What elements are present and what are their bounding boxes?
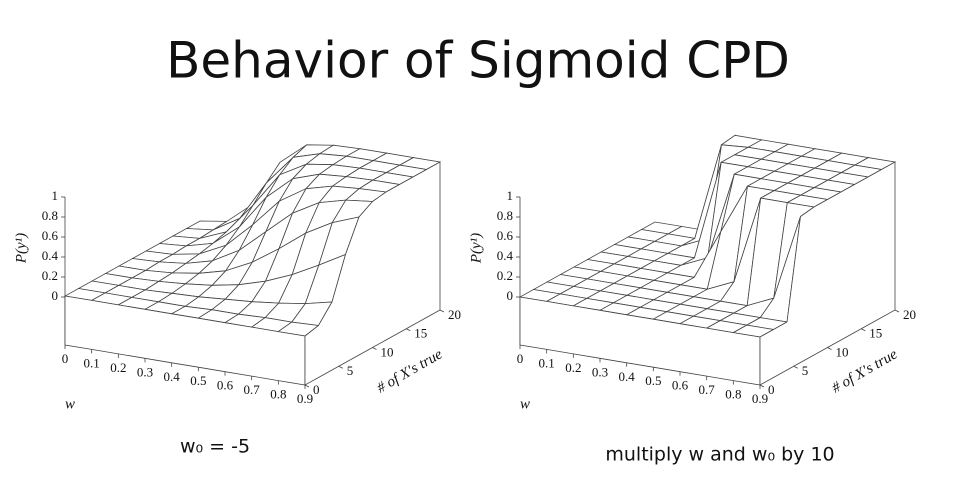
- y-tick-label: 5: [802, 363, 809, 378]
- surface-chart: 00.20.40.60.810 0.1 0.2 0.3 0.4 0.5 0.6 0.7 0.8 0…: [468, 134, 916, 466]
- x-tick-label: 0.3: [592, 364, 608, 379]
- x-tick-label: 0.7: [699, 382, 716, 397]
- z-tick-label: 0.2: [497, 268, 513, 283]
- z-tick-label: 1: [52, 188, 59, 203]
- x-axis-label: w: [65, 396, 75, 412]
- z-axis-label: P(y¹): [468, 233, 484, 264]
- y-tick: [861, 328, 866, 332]
- x-tick-label: 0.9: [752, 391, 768, 406]
- y-tick: [372, 347, 377, 350]
- caption: multiply w and w₀ by 10: [605, 444, 834, 466]
- y-tick: [894, 309, 900, 313]
- x-tick-label: 0.5: [190, 373, 206, 388]
- y-tick: [793, 365, 798, 369]
- y-tick: [439, 309, 445, 313]
- x-tick-label: 0.4: [164, 369, 181, 384]
- x-tick-label: 0.1: [84, 355, 100, 370]
- x-tick-label: 0.2: [565, 360, 581, 375]
- y-tick: [759, 384, 765, 388]
- y-tick-label: 0: [313, 382, 320, 397]
- x-axis-label: w: [520, 396, 530, 412]
- z-tick-label: 0.4: [42, 248, 59, 263]
- x-tick-label: 0.7: [244, 382, 261, 397]
- x-tick-label: 0.6: [217, 378, 234, 393]
- z-tick-label: 0: [507, 288, 514, 303]
- y-tick: [406, 328, 411, 332]
- x-tick-label: 0.3: [137, 364, 153, 379]
- z-tick-label: 0.4: [497, 248, 514, 263]
- z-axis-label: P(y¹): [13, 233, 29, 264]
- y-tick: [304, 384, 310, 388]
- y-tick-label: 20: [448, 307, 461, 322]
- y-tick: [338, 365, 343, 369]
- y-tick-label: 20: [903, 307, 916, 322]
- y-tick: [827, 347, 832, 350]
- y-tick-label: 10: [836, 344, 849, 359]
- x-tick-label: 0.2: [110, 360, 126, 375]
- z-tick-label: 1: [507, 188, 514, 203]
- z-tick-label: 0: [52, 288, 59, 303]
- z-tick-label: 0.8: [497, 208, 513, 223]
- x-tick-label: 0.1: [539, 355, 555, 370]
- x-tick-label: 0.8: [725, 387, 741, 402]
- z-tick-label: 0.2: [42, 268, 58, 283]
- z-tick-label: 0.6: [497, 228, 514, 243]
- z-tick-label: 0.8: [42, 208, 58, 223]
- y-tick-label: 15: [869, 326, 882, 341]
- x-tick-label: 0.9: [297, 391, 313, 406]
- z-tick-label: 0.6: [42, 228, 59, 243]
- x-tick-label: 0.6: [672, 378, 689, 393]
- x-tick-label: 0.5: [645, 373, 661, 388]
- caption: w₀ = -5: [180, 436, 250, 458]
- x-tick-label: 0: [62, 351, 69, 366]
- x-tick-label: 0: [517, 351, 524, 366]
- y-tick-label: 10: [381, 344, 394, 359]
- slide-title: Behavior of Sigmoid CPD: [166, 32, 790, 90]
- y-tick-label: 0: [768, 382, 775, 397]
- x-tick-label: 0.4: [619, 369, 636, 384]
- y-tick-label: 15: [414, 326, 427, 341]
- y-tick-label: 5: [347, 363, 354, 378]
- surface-chart: 00.20.40.60.810 0.1 0.2 0.3 0.4 0.5 0.6 0.7 0.8 0…: [13, 144, 461, 458]
- x-tick-label: 0.8: [270, 387, 286, 402]
